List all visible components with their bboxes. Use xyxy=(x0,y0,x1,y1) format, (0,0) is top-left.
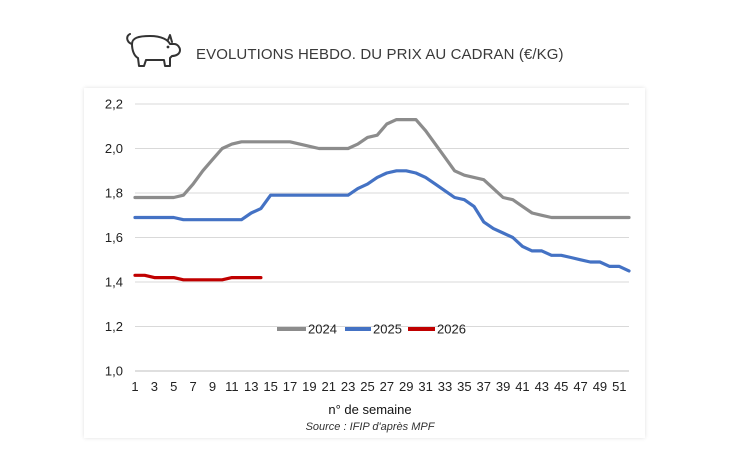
legend: 2024 2025 2026 xyxy=(277,322,466,337)
y-tick-label: 1,0 xyxy=(105,364,123,379)
y-tick-label: 1,2 xyxy=(105,319,123,334)
x-tick-label: 35 xyxy=(457,379,471,394)
series-line-2026 xyxy=(133,273,263,282)
x-tick-label: 13 xyxy=(244,379,258,394)
x-tick-label: 7 xyxy=(190,379,197,394)
x-tick-label: 43 xyxy=(535,379,549,394)
x-tick-label: 15 xyxy=(263,379,277,394)
x-tick-label: 23 xyxy=(341,379,355,394)
x-tick-label: 27 xyxy=(380,379,394,394)
x-tick-label: 49 xyxy=(593,379,607,394)
legend-label-2025: 2025 xyxy=(373,322,402,337)
y-axis: 1,0 1,2 1,4 1,6 1,8 2,0 2,2 xyxy=(105,97,123,379)
x-tick-label: 41 xyxy=(515,379,529,394)
gridlines xyxy=(135,103,629,372)
x-tick-label: 51 xyxy=(612,379,626,394)
pig-icon xyxy=(126,33,181,67)
x-tick-label: 45 xyxy=(554,379,568,394)
x-tick-label: 1 xyxy=(131,379,138,394)
x-tick-label: 17 xyxy=(283,379,297,394)
x-tick-label: 9 xyxy=(209,379,216,394)
x-tick-label: 33 xyxy=(438,379,452,394)
y-tick-label: 2,2 xyxy=(105,97,123,112)
source-note: Source : IFIP d'après MPF xyxy=(306,421,436,433)
y-tick-label: 1,8 xyxy=(105,186,123,201)
x-tick-label: 21 xyxy=(321,379,335,394)
series-lines xyxy=(133,118,631,282)
y-tick-label: 1,4 xyxy=(105,275,123,290)
x-axis-label: n° de semaine xyxy=(328,402,411,417)
chart-title: EVOLUTIONS HEBDO. DU PRIX AU CADRAN (€/K… xyxy=(196,46,564,63)
x-tick-label: 37 xyxy=(476,379,490,394)
legend-label-2026: 2026 xyxy=(437,322,466,337)
y-tick-label: 1,6 xyxy=(105,230,123,245)
x-tick-label: 3 xyxy=(151,379,158,394)
x-axis: 1 3 5 7 9 11 13 15 17 19 21 23 25 27 29 31 33 35 37 39 41 43 4… xyxy=(131,370,629,394)
chart-panel: 1,0 1,2 1,4 1,6 1,8 2,0 2,2 1 3 5 7 9 11 13 15 17 19 21 2… xyxy=(84,88,645,438)
series-line-2024 xyxy=(133,118,631,220)
x-tick-label: 19 xyxy=(302,379,316,394)
legend-label-2024: 2024 xyxy=(308,322,337,337)
y-tick-label: 2,0 xyxy=(105,141,123,156)
x-tick-label: 31 xyxy=(418,379,432,394)
x-tick-label: 47 xyxy=(573,379,587,394)
x-tick-label: 11 xyxy=(225,379,239,394)
line-chart: 1,01,21,41,61,82,02,2 1 3 5 7 9 11 13 15 17 19 21 2… xyxy=(105,97,631,433)
x-tick-label: 25 xyxy=(360,379,374,394)
x-tick-label: 5 xyxy=(170,379,177,394)
x-tick-label: 29 xyxy=(399,379,413,394)
x-tick-label: 39 xyxy=(496,379,510,394)
chart-header: EVOLUTIONS HEBDO. DU PRIX AU CADRAN (€/K… xyxy=(0,0,730,80)
series-line-2025 xyxy=(133,169,631,273)
